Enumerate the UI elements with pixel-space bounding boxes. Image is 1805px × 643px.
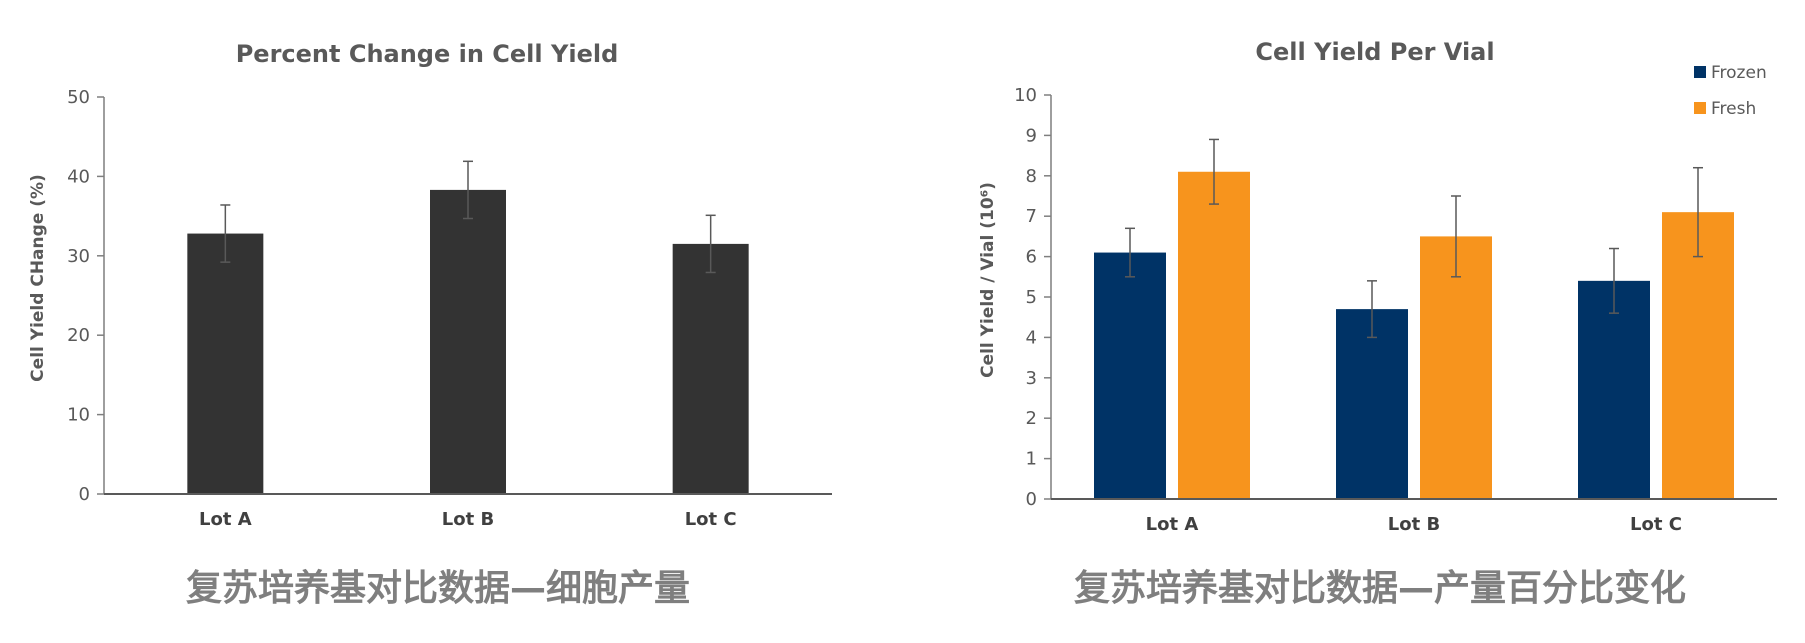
legend-swatch bbox=[1694, 66, 1706, 78]
y-tick-label: 1 bbox=[1026, 449, 1037, 470]
y-tick-label: 5 bbox=[1026, 287, 1037, 308]
y-tick-label: 50 bbox=[67, 87, 90, 108]
y-tick-label: 6 bbox=[1026, 247, 1037, 268]
y-tick-label: 8 bbox=[1026, 166, 1037, 187]
chart-yield-per-vial: Cell Yield Per Vial Cell Yield / Vial (1… bbox=[978, 38, 1777, 609]
bar-value bbox=[672, 243, 749, 494]
bar-frozen bbox=[1094, 252, 1166, 499]
bar-fresh bbox=[1178, 171, 1250, 499]
x-category-label: Lot A bbox=[199, 509, 252, 530]
legend-label: Frozen bbox=[1711, 63, 1767, 83]
y-tick-label: 2 bbox=[1026, 408, 1037, 429]
x-category-label: Lot C bbox=[685, 509, 737, 530]
y-tick-label: 0 bbox=[79, 484, 90, 505]
error-bars bbox=[1125, 138, 1703, 339]
x-category-label: Lot C bbox=[1630, 514, 1682, 535]
chart-title: Cell Yield Per Vial bbox=[1255, 38, 1494, 66]
y-tick-label: 7 bbox=[1026, 206, 1037, 227]
y-tick-label: 40 bbox=[67, 166, 90, 187]
bar-value bbox=[187, 233, 264, 494]
bars bbox=[187, 189, 749, 494]
chart-caption: 复苏培养基对比数据—细胞产量 bbox=[186, 567, 690, 609]
y-tick-label: 30 bbox=[67, 246, 90, 267]
x-category-label: Lot B bbox=[1388, 514, 1440, 535]
y-tick-label: 10 bbox=[1014, 85, 1037, 106]
chart-title: Percent Change in Cell Yield bbox=[236, 40, 619, 68]
y-axis-label: Cell Yield CHange (%) bbox=[28, 174, 48, 382]
y-tick-label: 3 bbox=[1026, 368, 1037, 389]
category-labels: Lot A Lot B Lot C bbox=[1146, 514, 1682, 535]
y-tick-label: 0 bbox=[1026, 489, 1037, 510]
x-category-label: Lot B bbox=[442, 509, 494, 530]
y-tick-label: 20 bbox=[67, 325, 90, 346]
y-axis-label: Cell Yield / Vial (10⁶) bbox=[978, 182, 998, 378]
y-axis-ticks: 0 1 2 3 4 5 6 7 8 9 10 bbox=[1014, 85, 1051, 510]
bar-frozen bbox=[1578, 280, 1650, 499]
bar-fresh bbox=[1662, 212, 1734, 499]
legend-swatch bbox=[1694, 102, 1706, 114]
chart-caption: 复苏培养基对比数据—产量百分比变化 bbox=[1074, 567, 1686, 609]
bar-frozen bbox=[1336, 309, 1408, 499]
bar-value bbox=[430, 189, 506, 494]
bars bbox=[1094, 171, 1734, 499]
y-tick-label: 9 bbox=[1026, 125, 1037, 146]
legend-label: Fresh bbox=[1711, 99, 1756, 119]
chart-percent-change: Percent Change in Cell Yield Cell Yield … bbox=[28, 40, 832, 609]
error-bars bbox=[220, 160, 716, 274]
axes bbox=[103, 97, 832, 495]
legend: Frozen Fresh bbox=[1694, 63, 1767, 119]
axes bbox=[1050, 95, 1777, 500]
x-category-label: Lot A bbox=[1146, 514, 1199, 535]
y-tick-label: 4 bbox=[1026, 327, 1037, 348]
y-tick-label: 10 bbox=[67, 405, 90, 426]
y-axis-ticks: 0 10 20 30 40 50 bbox=[67, 87, 104, 505]
bar-fresh bbox=[1420, 236, 1492, 499]
category-labels: Lot A Lot B Lot C bbox=[199, 509, 737, 530]
